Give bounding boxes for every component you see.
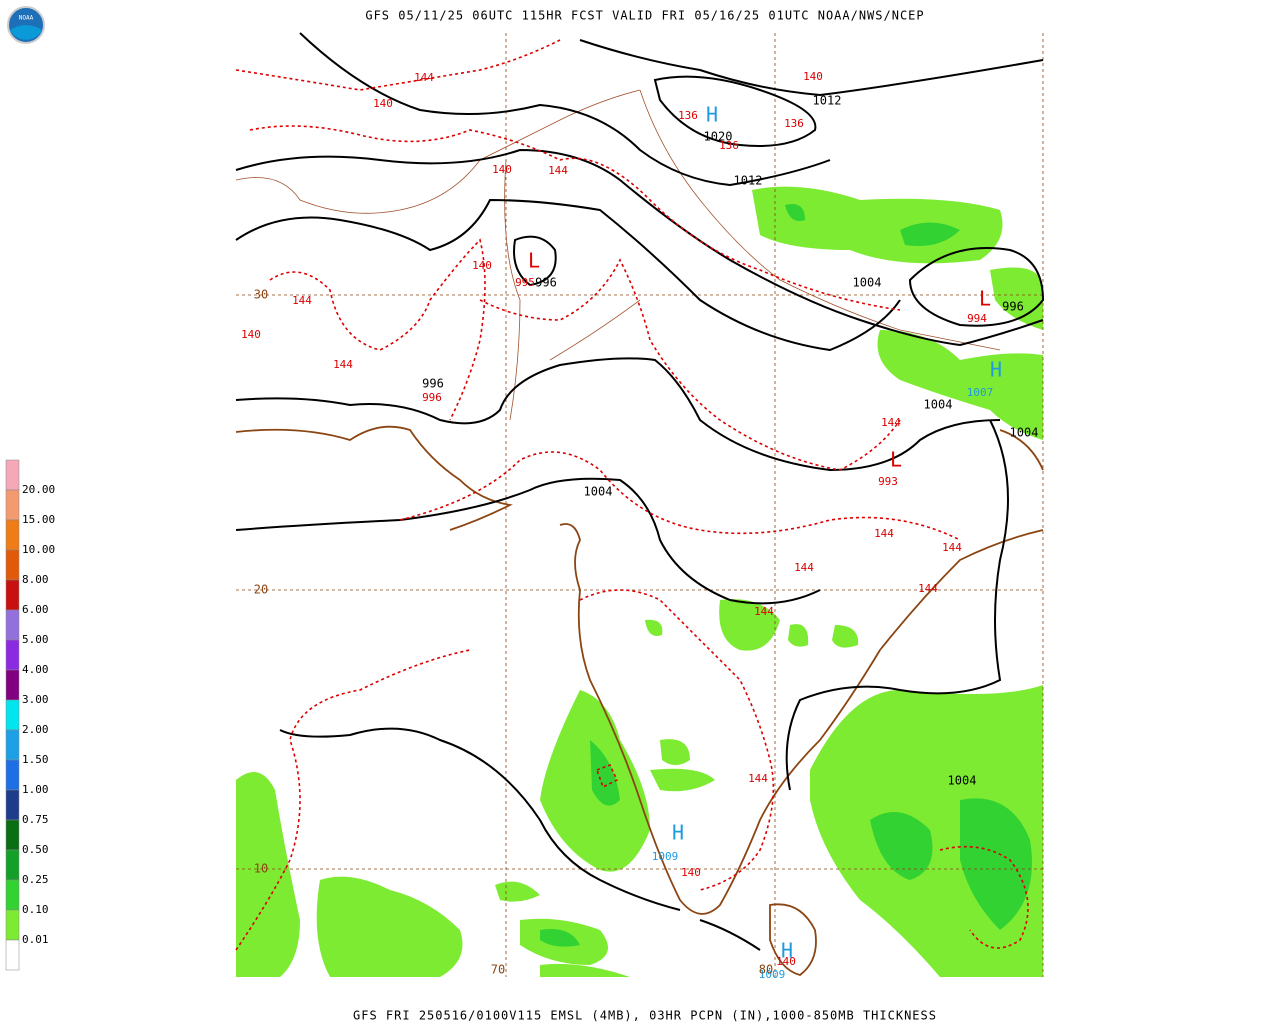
low-value: 995	[515, 276, 535, 289]
legend-label: 5.00	[22, 633, 49, 646]
isobar-label: 1004	[853, 276, 882, 290]
thickness-label: 140	[681, 866, 701, 879]
isobar-label: 1020	[704, 130, 733, 144]
legend-label: 6.00	[22, 603, 49, 616]
low-value: 994	[967, 312, 987, 325]
legend-swatch	[5, 609, 20, 641]
thickness-label: 136	[719, 139, 739, 152]
legend-label: 3.00	[22, 693, 49, 706]
high-value: 1007	[967, 386, 994, 399]
isobar-label: 1012	[734, 174, 763, 188]
thickness-label: 136	[678, 109, 698, 122]
legend-swatch	[5, 489, 20, 521]
isobar-label: 1004	[1010, 426, 1039, 440]
logo-text: NOAA	[19, 15, 34, 22]
legend-label: 2.00	[22, 723, 49, 736]
thickness-label: 144	[548, 164, 568, 177]
legend-label: 0.01	[22, 933, 49, 946]
map-title: GFS 05/11/25 06UTC 115HR FCST VALID FRI …	[365, 9, 924, 23]
high-value: 1009	[652, 850, 679, 863]
map-caption: GFS FRI 250516/0100V115 EMSL (4MB), 03HR…	[353, 1009, 937, 1023]
thickness-label: 144	[748, 772, 768, 785]
coastline	[235, 425, 1044, 976]
legend-label: 1.50	[22, 753, 49, 766]
thickness-contours	[235, 39, 1029, 951]
legend-swatch	[5, 819, 20, 851]
thickness-label: 144	[292, 294, 312, 307]
low-value: 993	[878, 475, 898, 488]
grid-label: 80	[759, 963, 773, 977]
high-marker: H	[672, 821, 684, 845]
isobar-label: 1004	[948, 774, 977, 788]
legend-swatch	[5, 459, 20, 491]
legend-label: 4.00	[22, 663, 49, 676]
legend-label: 1.00	[22, 783, 49, 796]
thickness-label: 144	[333, 358, 353, 371]
grid-label: 10	[254, 862, 268, 876]
thickness-label: 144	[754, 605, 774, 618]
grid-label: 20	[254, 583, 268, 597]
thickness-label: 140	[776, 955, 796, 968]
grid-label: 70	[491, 963, 505, 977]
isobar-label: 1012	[813, 94, 842, 108]
isobar-label: 1004	[924, 398, 953, 412]
isobar-label: 996	[535, 276, 557, 290]
high-marker: H	[781, 939, 793, 963]
legend-swatch	[5, 579, 20, 611]
high-value: 1009	[759, 968, 786, 981]
thickness-label: 140	[373, 97, 393, 110]
borders	[235, 89, 1001, 421]
thickness-label: 144	[918, 582, 938, 595]
legend-swatch	[5, 699, 20, 731]
thickness-label: 140	[492, 163, 512, 176]
legend-swatch	[5, 789, 20, 821]
legend-swatch	[5, 519, 20, 551]
thickness-label: 144	[942, 541, 962, 554]
legend-label: 0.25	[22, 873, 49, 886]
logo-wave	[10, 25, 42, 40]
legend-label: 0.50	[22, 843, 49, 856]
legend-label: 0.75	[22, 813, 49, 826]
legend-swatch	[5, 879, 20, 911]
low-marker: L	[890, 448, 902, 472]
legend-swatch	[5, 729, 20, 761]
legend-swatch	[5, 639, 20, 671]
legend-swatch	[5, 939, 20, 971]
isobar-label: 996	[1002, 300, 1024, 314]
precip-legend: 20.00 15.00 10.00 8.00 6.00 5.00 4.00 3.00 2.00 1…	[5, 459, 55, 971]
thickness-label: 144	[881, 416, 901, 429]
low-value: 996	[422, 391, 442, 404]
legend-swatch	[5, 909, 20, 941]
legend-swatch	[5, 759, 20, 791]
high-marker: H	[706, 103, 718, 127]
thickness-label: 140	[803, 70, 823, 83]
high-marker: H	[990, 358, 1002, 382]
legend-label: 0.10	[22, 903, 49, 916]
legend-swatch	[5, 669, 20, 701]
thickness-label: 136	[784, 117, 804, 130]
logo: NOAA	[7, 6, 45, 44]
thickness-label: 144	[414, 71, 434, 84]
legend-label: 20.00	[22, 483, 55, 496]
grid-lines	[236, 33, 1044, 977]
legend-label: 10.00	[22, 543, 55, 556]
legend-label: 8.00	[22, 573, 49, 586]
precip-heavier	[540, 204, 1032, 947]
grid-label: 30	[254, 288, 268, 302]
thickness-label: 144	[794, 561, 814, 574]
thickness-label: 144	[874, 527, 894, 540]
legend-label: 15.00	[22, 513, 55, 526]
legend-swatch	[5, 849, 20, 881]
low-marker: L	[979, 287, 991, 311]
thickness-label: 140	[472, 259, 492, 272]
isobar-label: 1004	[584, 485, 613, 499]
legend-swatch	[5, 549, 20, 581]
isobar-label: 996	[422, 377, 444, 391]
low-marker: L	[528, 249, 540, 273]
isobars	[235, 32, 1045, 951]
thickness-label: 140	[241, 328, 261, 341]
